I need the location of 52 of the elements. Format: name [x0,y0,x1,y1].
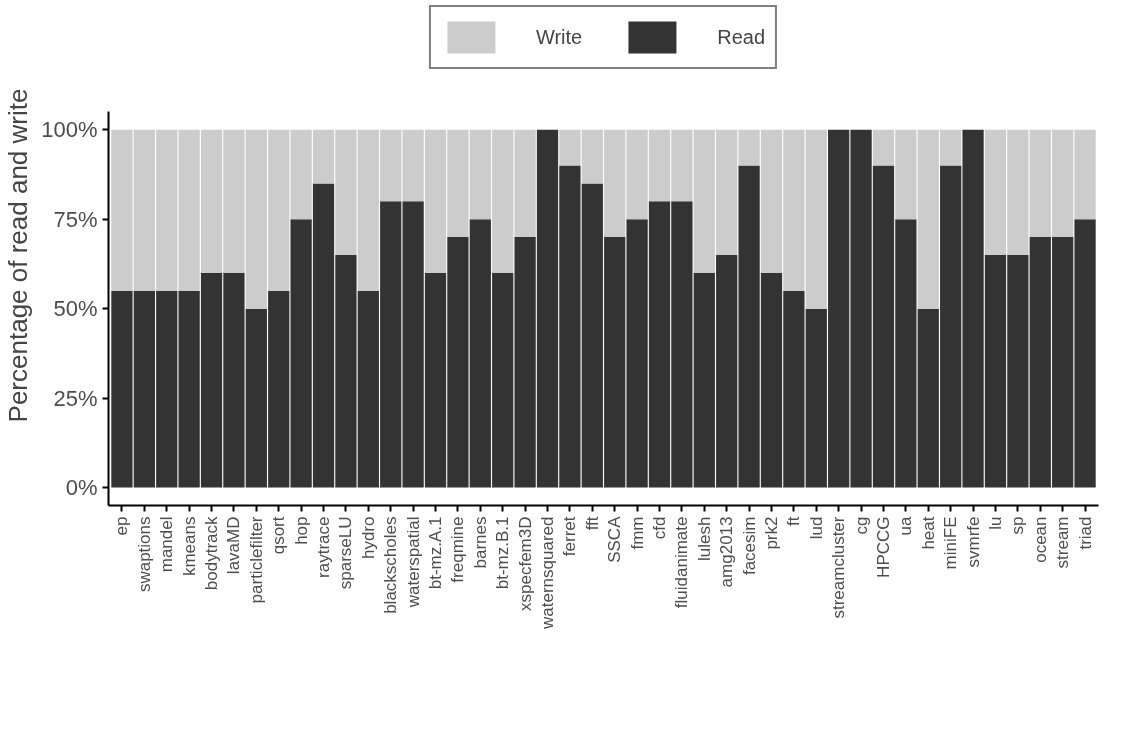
x-tick-label: xspecfem3D [515,516,535,611]
x-tick-label: swaptions [134,516,154,593]
x-tick-label: ocean [1030,516,1050,563]
y-tick-label: 100% [41,117,98,143]
x-tick-label: mandel [157,516,177,573]
y-tick-label: 25% [53,385,98,411]
x-tick-label: blackscholes [381,516,401,614]
x-tick-label: sparseLU [336,516,356,590]
x-tick-label: bt-mz.B.1 [493,516,513,590]
x-tick-label: prk2 [761,516,781,550]
x-tick-label: waternsquared [538,516,557,630]
legend-label: Write [535,25,583,49]
x-tick-label: hop [291,516,311,545]
x-tick-label: barnes [470,516,490,569]
x-tick-label: lu [985,516,1005,530]
x-tick-label: svmrfe [963,516,983,568]
x-tick-label: sp [1008,516,1028,535]
legend-label: Read [717,25,766,49]
x-tick-label: cfd [650,516,669,540]
x-tick-label: facesim [739,516,759,576]
x-tick-label: ft [784,516,804,526]
x-tick-label: triad [1075,516,1095,550]
x-tick-label: lavaMD [224,516,244,575]
x-tick-label: fluidanimate [672,516,692,609]
x-tick-label: waterspatial [403,516,423,609]
x-tick-label: hydro [358,516,378,560]
x-tick-label: raytrace [314,516,334,578]
x-tick-label: stream [1053,516,1073,569]
x-tick-label: kmeans [179,516,199,577]
x-tick-label: qsort [269,516,289,555]
x-tick-label: particlefilter [246,516,266,604]
x-tick-label: ferret [560,516,580,557]
x-tick-label: SSCA [605,515,625,563]
x-tick-label: ep [112,516,132,536]
x-tick-label: fmm [627,516,647,550]
x-tick-label: ua [896,515,916,536]
y-tick-label: 50% [53,296,98,322]
x-tick-label: freqmine [448,516,468,583]
y-tick-label: 75% [53,206,98,232]
x-tick-label: amg2013 [717,516,737,588]
x-tick-label: bt-mz.A.1 [426,516,446,590]
y-tick-label: 0% [65,475,98,501]
x-tick-label: miniFE [941,516,961,570]
x-tick-label: lulesh [694,516,714,561]
y-axis-title: Percentage of read and write [3,88,34,423]
x-tick-label: heat [918,516,938,550]
x-tick-label: lud [806,516,826,540]
x-tick-label: fft [582,516,602,531]
x-tick-label: bodytrack [202,516,222,591]
x-tick-label: HPCCG [873,516,893,578]
x-tick-label: cg [851,516,871,535]
x-tick-label: streamcluster [829,516,849,619]
